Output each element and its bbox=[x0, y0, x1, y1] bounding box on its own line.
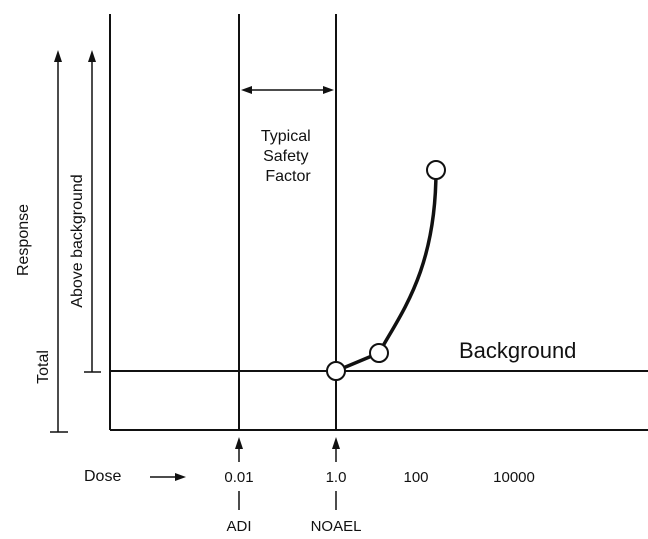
data-point bbox=[326, 361, 346, 381]
marker-group: ADI NOAEL bbox=[226, 437, 361, 535]
safety-factor-line-3: Factor bbox=[265, 168, 311, 185]
above-background-label: Above background bbox=[69, 174, 86, 307]
total-label: Total bbox=[35, 350, 52, 384]
adi-marker: ADI bbox=[226, 437, 252, 535]
dose-label: Dose bbox=[84, 468, 121, 485]
response-axis-label: Response bbox=[15, 204, 32, 276]
safety-factor-arrow bbox=[241, 86, 334, 94]
safety-factor-line-1: Typical bbox=[261, 128, 311, 145]
background-label: Background bbox=[459, 338, 576, 363]
x-tick-label: 10000 bbox=[493, 469, 535, 486]
x-tick-group: 0.01 1.0 100 10000 bbox=[224, 469, 534, 486]
noael-label: NOAEL bbox=[311, 518, 362, 535]
dose-response-curve bbox=[335, 169, 438, 373]
adi-label: ADI bbox=[226, 518, 251, 535]
safety-factor-line-2: Safety bbox=[263, 148, 308, 165]
x-tick-label: 0.01 bbox=[224, 469, 253, 486]
above-background-arrow bbox=[84, 50, 101, 373]
noael-marker: NOAEL bbox=[311, 437, 362, 535]
data-point bbox=[426, 160, 446, 180]
x-tick-label: 1.0 bbox=[326, 469, 347, 486]
x-tick-label: 100 bbox=[403, 469, 428, 486]
safety-factor-label: Typical Safety Factor bbox=[261, 128, 315, 185]
data-point bbox=[369, 343, 389, 363]
total-arrow bbox=[50, 50, 68, 433]
data-points bbox=[326, 160, 446, 381]
dose-arrow bbox=[150, 473, 186, 481]
